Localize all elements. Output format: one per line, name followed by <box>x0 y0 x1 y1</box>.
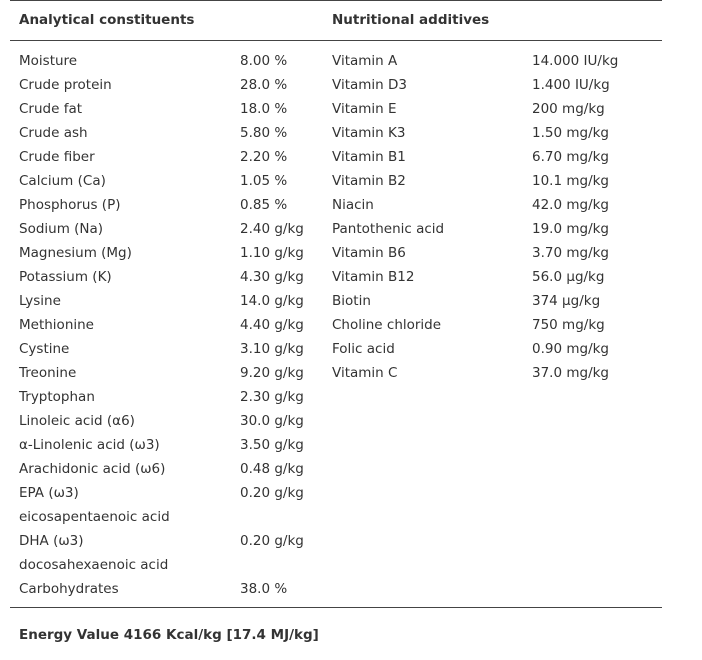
row-name: Vitamin B1 <box>332 149 406 165</box>
row-name: Vitamin E <box>332 101 397 117</box>
row-name: Folic acid <box>332 341 395 357</box>
row-value: 2.30 g/kg <box>240 389 304 405</box>
row-name: Potassium (K) <box>19 269 112 285</box>
row-value: 4.30 g/kg <box>240 269 304 285</box>
row-value: 0.20 g/kg <box>240 485 304 501</box>
row-value: 3.70 mg/kg <box>532 245 610 261</box>
row-value: 37.0 mg/kg <box>532 365 610 381</box>
row-name: Magnesium (Mg) <box>19 245 132 261</box>
row-value: 30.0 g/kg <box>240 413 304 429</box>
row-name: Crude fiber <box>19 149 95 165</box>
row-value: 1.05 % <box>240 173 288 189</box>
row-value: 2.40 g/kg <box>240 221 304 237</box>
row-detail: eicosapentaenoic acid <box>19 509 170 525</box>
row-name: α-Linolenic acid (ω3) <box>19 437 160 453</box>
row-name: Vitamin C <box>332 365 398 381</box>
row-value: 0.48 g/kg <box>240 461 304 477</box>
top-rule <box>10 0 662 1</box>
bottom-rule <box>10 607 662 608</box>
row-name: Vitamin B2 <box>332 173 406 189</box>
row-value: 38.0 % <box>240 581 288 597</box>
row-value: 4.40 g/kg <box>240 317 304 333</box>
row-value: 374 µg/kg <box>532 293 601 309</box>
row-name: Treonine <box>19 365 77 381</box>
row-name: Choline chloride <box>332 317 442 333</box>
row-name: Crude ash <box>19 125 88 141</box>
row-name: Carbohydrates <box>19 581 119 597</box>
row-value: 14.0 g/kg <box>240 293 304 309</box>
row-value: 1.50 mg/kg <box>532 125 610 141</box>
row-value: 1.400 IU/kg <box>532 77 610 93</box>
row-name: Biotin <box>332 293 371 309</box>
header-rule <box>10 40 662 41</box>
row-name: Niacin <box>332 197 374 213</box>
row-name: Vitamin D3 <box>332 77 407 93</box>
row-value: 19.0 mg/kg <box>532 221 610 237</box>
row-name: Phosphorus (P) <box>19 197 121 213</box>
row-name: Moisture <box>19 53 78 69</box>
row-name: Crude fat <box>19 101 83 117</box>
footer: Energy Value 4166 Kcal/kg [17.4 MJ/kg] <box>19 627 319 643</box>
row-name: Arachidonic acid (ω6) <box>19 461 166 477</box>
row-name: Methionine <box>19 317 94 333</box>
row-value: 8.00 % <box>240 53 288 69</box>
row-value: 28.0 % <box>240 77 288 93</box>
row-value: 14.000 IU/kg <box>532 53 619 69</box>
row-name: Vitamin B12 <box>332 269 415 285</box>
row-name: Crude protein <box>19 77 112 93</box>
row-name: Tryptophan <box>19 389 95 405</box>
row-value: 5.80 % <box>240 125 288 141</box>
row-name: Cystine <box>19 341 70 357</box>
row-value: 200 mg/kg <box>532 101 605 117</box>
row-name: DHA (ω3) <box>19 533 84 549</box>
row-value: 2.20 % <box>240 149 288 165</box>
row-value: 9.20 g/kg <box>240 365 304 381</box>
row-name: Vitamin B6 <box>332 245 406 261</box>
row-value: 3.50 g/kg <box>240 437 304 453</box>
row-name: Linoleic acid (α6) <box>19 413 135 429</box>
row-value: 42.0 mg/kg <box>532 197 610 213</box>
row-detail: docosahexaenoic acid <box>19 557 169 573</box>
row-value: 1.10 g/kg <box>240 245 304 261</box>
row-name: Lysine <box>19 293 61 309</box>
row-name: Vitamin K3 <box>332 125 406 141</box>
header-right: Nutritional additives <box>332 12 490 28</box>
row-value: 18.0 % <box>240 101 288 117</box>
row-value: 56.0 µg/kg <box>532 269 605 285</box>
row-value: 750 mg/kg <box>532 317 605 333</box>
row-name: Vitamin A <box>332 53 398 69</box>
row-name: Sodium (Na) <box>19 221 104 237</box>
row-name: Calcium (Ca) <box>19 173 106 189</box>
row-name: EPA (ω3) <box>19 485 79 501</box>
row-value: 0.90 mg/kg <box>532 341 610 357</box>
row-value: 10.1 mg/kg <box>532 173 610 189</box>
header-left: Analytical constituents <box>19 12 195 28</box>
row-value: 0.85 % <box>240 197 288 213</box>
row-value: 3.10 g/kg <box>240 341 304 357</box>
row-value: 0.20 g/kg <box>240 533 304 549</box>
row-name: Pantothenic acid <box>332 221 445 237</box>
row-value: 6.70 mg/kg <box>532 149 610 165</box>
